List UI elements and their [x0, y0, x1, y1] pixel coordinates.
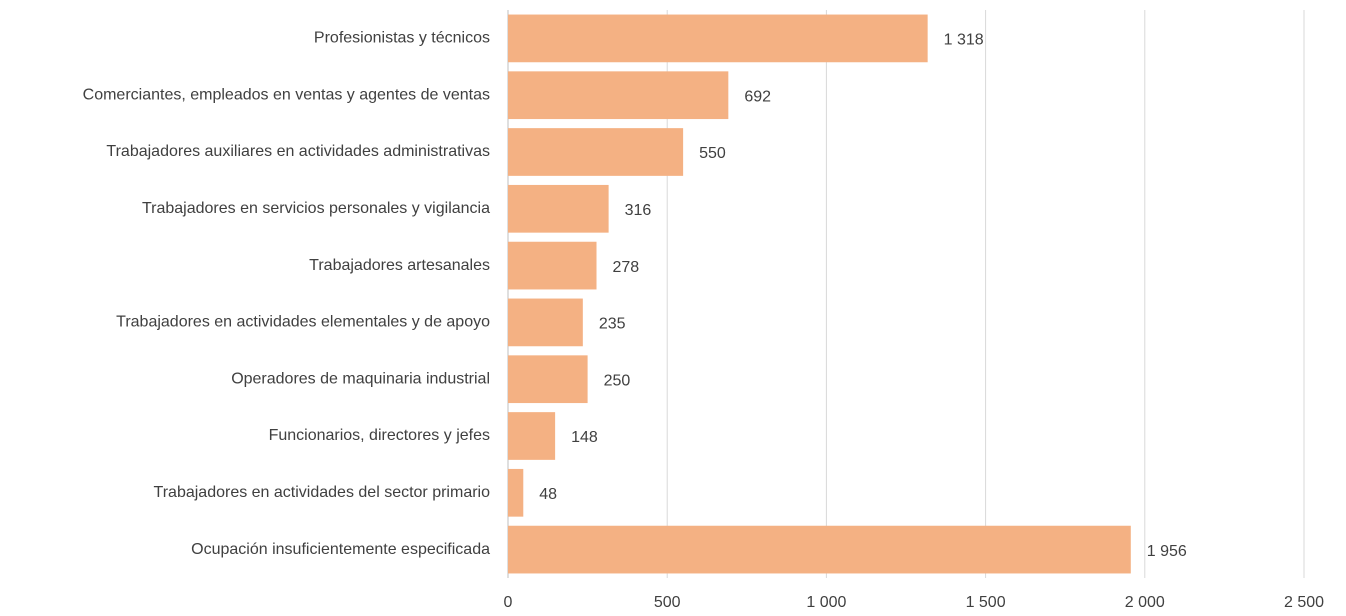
data-label: 148	[571, 429, 598, 446]
x-tick-label: 2 000	[1125, 594, 1165, 611]
bar	[508, 71, 729, 120]
y-tick-label: Trabajadores auxiliares en actividades a…	[106, 143, 490, 160]
y-tick-label: Ocupación insuficientemente especificada	[191, 541, 490, 558]
x-tick-label: 1 000	[806, 594, 846, 611]
bar	[508, 412, 556, 460]
bar	[508, 298, 583, 347]
x-tick-label: 1 500	[966, 594, 1006, 611]
y-tick-label: Trabajadores en actividades elementales …	[116, 314, 490, 331]
y-tick-label: Funcionarios, directores y jefes	[269, 427, 490, 444]
bar	[508, 355, 588, 404]
data-label: 1 956	[1147, 543, 1187, 560]
bar	[508, 468, 524, 517]
y-tick-label: Operadores de maquinaria industrial	[231, 370, 490, 387]
x-tick-label: 2 500	[1284, 594, 1324, 611]
y-tick-label: Trabajadores en servicios personales y v…	[142, 200, 490, 217]
x-tick-label: 500	[654, 594, 681, 611]
y-tick-label: Trabajadores en actividades del sector p…	[154, 484, 491, 501]
y-tick-label: Profesionistas y técnicos	[314, 30, 490, 47]
data-label: 235	[599, 316, 626, 333]
bar	[508, 184, 609, 233]
x-tick-label: 0	[504, 594, 513, 611]
bar	[508, 525, 1131, 574]
bar	[508, 14, 928, 63]
bar	[508, 241, 597, 290]
y-tick-label: Comerciantes, empleados en ventas y agen…	[83, 86, 490, 103]
data-label: 48	[539, 486, 557, 503]
data-label: 1 318	[944, 32, 984, 49]
y-tick-label: Trabajadores artesanales	[309, 257, 490, 274]
bar	[508, 128, 684, 176]
data-label: 316	[625, 202, 652, 219]
data-label: 692	[744, 88, 771, 105]
data-label: 278	[613, 259, 640, 276]
data-label: 250	[604, 372, 631, 389]
data-label: 550	[699, 145, 726, 162]
